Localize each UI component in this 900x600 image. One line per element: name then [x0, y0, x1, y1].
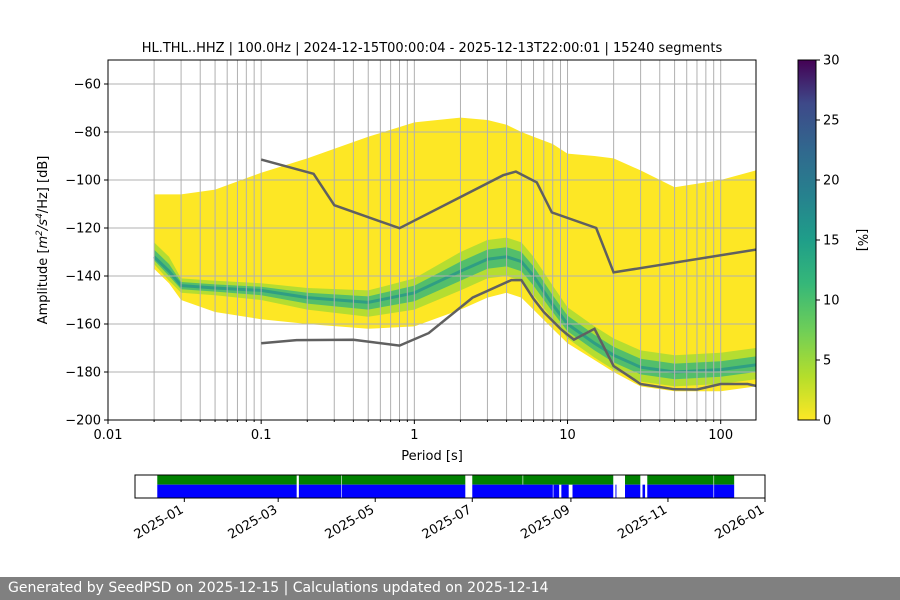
x-tick-label: 0.1 — [251, 428, 272, 443]
colorbar-tick-label: 20 — [823, 174, 840, 189]
available-interval — [553, 484, 560, 498]
colorbar-tick-label: 10 — [823, 294, 840, 309]
timeline-tick-label: 2025-03 — [226, 502, 281, 542]
timeline-tick-label: 2025-05 — [323, 502, 378, 542]
y-tick-label: −180 — [65, 366, 101, 381]
timeline-bars — [157, 475, 735, 498]
y-tick-label: −80 — [74, 126, 101, 141]
y-tick-label: −200 — [65, 414, 101, 429]
colorbar-label: [%] — [854, 229, 869, 252]
grid-lines — [108, 60, 756, 420]
x-tick-label: 0.01 — [94, 428, 123, 443]
x-axis-ticks: 0.01 0.1 1 10 100 — [94, 420, 733, 443]
y-axis-label: Amplitude [m2/s4/Hz] [dB] — [35, 156, 51, 325]
timeline-tick-label: 2025-11 — [615, 502, 670, 542]
footer-bar: Generated by SeedPSD on 2025-12-15 | Cal… — [0, 577, 900, 600]
low-noise-model-line — [261, 278, 756, 391]
available-interval — [472, 484, 553, 498]
plot-frame — [107, 59, 757, 421]
colorbar — [797, 59, 817, 421]
available-interval — [714, 484, 735, 498]
used-interval — [298, 475, 342, 485]
high-noise-model-line — [260, 158, 756, 274]
used-interval — [647, 475, 714, 485]
x-axis-label: Period [s] — [401, 449, 463, 464]
used-interval — [523, 475, 614, 485]
used-interval — [341, 475, 466, 485]
y-tick-label: −120 — [65, 222, 101, 237]
timeline-tick-label: 2026-01 — [712, 502, 767, 542]
x-tick-label: 1 — [410, 428, 418, 443]
footer-text: Generated by SeedPSD on 2025-12-15 | Cal… — [8, 580, 549, 596]
colorbar-tick-label: 30 — [823, 54, 840, 69]
available-interval — [647, 484, 714, 498]
colorbar-tick-label: 25 — [823, 114, 840, 129]
density-envelope — [154, 117, 756, 392]
density-mode — [154, 247, 756, 380]
timeline-frame — [134, 474, 766, 499]
timeline-tick-label: 2025-07 — [420, 502, 475, 542]
y-tick-label: −140 — [65, 270, 101, 285]
colorbar-tick-label: 0 — [823, 414, 831, 429]
available-interval — [625, 484, 641, 498]
x-tick-label: 100 — [708, 428, 733, 443]
available-interval — [642, 484, 646, 498]
x-tick-label: 10 — [559, 428, 576, 443]
y-tick-label: −160 — [65, 318, 101, 333]
available-interval — [615, 484, 617, 498]
available-interval — [561, 484, 569, 498]
used-interval — [714, 475, 735, 485]
timeline-tick-label: 2025-09 — [518, 502, 573, 542]
y-tick-label: −100 — [65, 174, 101, 189]
used-interval — [472, 475, 523, 485]
timeline-tick-label: 2025-01 — [132, 502, 187, 542]
available-interval — [341, 484, 466, 498]
colorbar-tick-label: 15 — [823, 234, 840, 249]
timeline-ticks: 2025-01 2025-03 2025-05 2025-07 2025-09 2025-… — [132, 498, 767, 543]
colorbar-ticks: 0 5 10 15 20 25 30 — [816, 54, 840, 429]
used-interval — [625, 475, 641, 485]
available-interval — [157, 484, 297, 498]
available-interval — [298, 484, 342, 498]
y-tick-label: −60 — [74, 78, 101, 93]
available-interval — [572, 484, 614, 498]
y-axis-ticks: −200 −180 −160 −140 −120 −100 −80 −60 — [65, 78, 108, 429]
noise-model-curves — [260, 158, 756, 391]
used-interval — [157, 475, 297, 485]
colorbar-tick-label: 5 — [823, 354, 831, 369]
chart-title: HL.THL..HHZ | 100.0Hz | 2024-12-15T00:00… — [142, 41, 723, 56]
